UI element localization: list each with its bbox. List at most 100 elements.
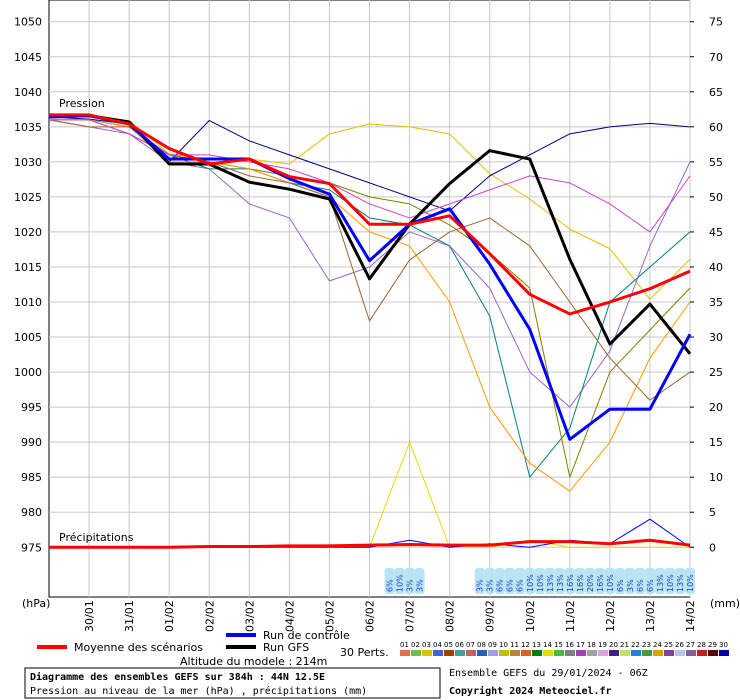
pert-swatch xyxy=(686,650,696,656)
pert-number: 16 xyxy=(565,641,574,649)
annotation-box xyxy=(594,568,605,594)
series-line xyxy=(49,113,691,316)
pert-number: 12 xyxy=(521,641,530,649)
series-line xyxy=(48,114,691,300)
pert-number: 21 xyxy=(620,641,629,649)
pert-number: 08 xyxy=(477,641,486,649)
pert-number: 29 xyxy=(708,641,717,649)
annotation-box xyxy=(584,568,595,594)
y2-tick-label: 75 xyxy=(709,16,723,29)
x-tick-label: 03/02 xyxy=(243,600,256,632)
annotation-label: 13% xyxy=(676,574,685,592)
y2-tick-label: 40 xyxy=(709,261,723,274)
perts-label: 30 Perts. xyxy=(340,646,389,659)
annotation-label: 10% xyxy=(666,574,675,592)
annotation-box xyxy=(524,568,535,594)
annotation-box xyxy=(604,568,615,594)
y2-tick-label: 15 xyxy=(709,436,723,449)
pert-swatch xyxy=(510,650,520,656)
y2-tick-label: 45 xyxy=(709,226,723,239)
annotation-box xyxy=(624,568,635,594)
pert-swatch xyxy=(521,650,531,656)
pert-swatch xyxy=(488,650,498,656)
pert-number: 05 xyxy=(444,641,453,649)
y-tick-label: 1015 xyxy=(14,261,42,274)
pert-number: 18 xyxy=(587,641,596,649)
pert-number: 20 xyxy=(609,641,618,649)
pert-swatch xyxy=(719,650,729,656)
y-tick-label: 1005 xyxy=(14,331,42,344)
pert-swatch xyxy=(455,650,465,656)
annotation-label: 3% xyxy=(406,579,415,592)
altitude: Altitude du modele : 214m xyxy=(180,655,327,668)
annotation-label: 6% xyxy=(646,579,655,592)
pert-swatch xyxy=(477,650,487,656)
pert-number: 26 xyxy=(675,641,684,649)
y-tick-label: 990 xyxy=(21,436,42,449)
y-tick-label: 985 xyxy=(21,471,42,484)
y2-tick-label: 25 xyxy=(709,366,723,379)
annotation-box xyxy=(514,568,525,594)
y-unit: (hPa) xyxy=(22,597,50,610)
pert-number: 14 xyxy=(543,641,552,649)
y2-tick-label: 5 xyxy=(709,506,716,519)
pert-swatch xyxy=(543,650,553,656)
pert-number: 13 xyxy=(532,641,541,649)
pert-number: 04 xyxy=(433,641,442,649)
annotation-label: 6% xyxy=(636,579,645,592)
pert-swatch xyxy=(631,650,641,656)
annotation-label: 10% xyxy=(526,574,535,592)
pert-swatch xyxy=(433,650,443,656)
annotation-label: 6% xyxy=(386,579,395,592)
precip-label: Précipitations xyxy=(59,531,134,544)
pert-swatch xyxy=(499,650,509,656)
pert-swatch xyxy=(411,650,421,656)
y2-tick-label: 55 xyxy=(709,156,723,169)
y-tick-label: 1040 xyxy=(14,86,42,99)
pert-swatch xyxy=(554,650,564,656)
annotation-label: 3% xyxy=(416,579,425,592)
annotation-box xyxy=(574,568,585,594)
y2-tick-label: 0 xyxy=(709,541,716,554)
pert-swatch xyxy=(400,650,410,656)
legend-label: Moyenne des scénarios xyxy=(74,641,203,654)
annotation-box xyxy=(404,568,415,594)
run-info: Ensemble GEFS du 29/01/2024 - 06Z xyxy=(449,668,648,679)
y-tick-label: 975 xyxy=(21,541,42,554)
x-tick-label: 14/02 xyxy=(684,600,697,632)
annotation-box xyxy=(685,568,695,594)
y2-tick-label: 60 xyxy=(709,121,723,134)
annotation-box xyxy=(634,568,645,594)
annotation-box xyxy=(534,568,545,594)
annotation-label: 10% xyxy=(396,574,405,592)
pert-number: 23 xyxy=(642,641,651,649)
annotation-label: 6% xyxy=(496,579,505,592)
x-tick-label: 01/02 xyxy=(163,600,176,632)
series-line xyxy=(48,114,692,355)
x-tick-label: 07/02 xyxy=(404,600,417,632)
pert-swatch xyxy=(675,650,685,656)
pert-swatch xyxy=(664,650,674,656)
y-tick-label: 995 xyxy=(21,401,42,414)
annotation-label: 3% xyxy=(626,579,635,592)
x-tick-label: 02/02 xyxy=(203,600,216,632)
x-tick-label: 08/02 xyxy=(444,600,457,632)
pert-swatch xyxy=(587,650,597,656)
x-tick-label: 31/01 xyxy=(123,600,136,632)
annotation-box xyxy=(644,568,655,594)
pert-swatch xyxy=(620,650,630,656)
pert-number: 17 xyxy=(576,641,585,649)
y-tick-label: 1000 xyxy=(14,366,42,379)
pressure-label: Pression xyxy=(59,97,105,110)
annotation-box xyxy=(554,568,565,594)
annotation-box xyxy=(544,568,555,594)
pert-swatch xyxy=(642,650,652,656)
y2-tick-label: 10 xyxy=(709,471,723,484)
annotation-label: 13% xyxy=(546,574,555,592)
x-tick-label: 06/02 xyxy=(364,600,377,632)
y-tick-label: 1010 xyxy=(14,296,42,309)
pert-swatch xyxy=(444,650,454,656)
pert-number: 15 xyxy=(554,641,563,649)
info-box xyxy=(24,667,441,699)
annotation-box xyxy=(504,568,515,594)
